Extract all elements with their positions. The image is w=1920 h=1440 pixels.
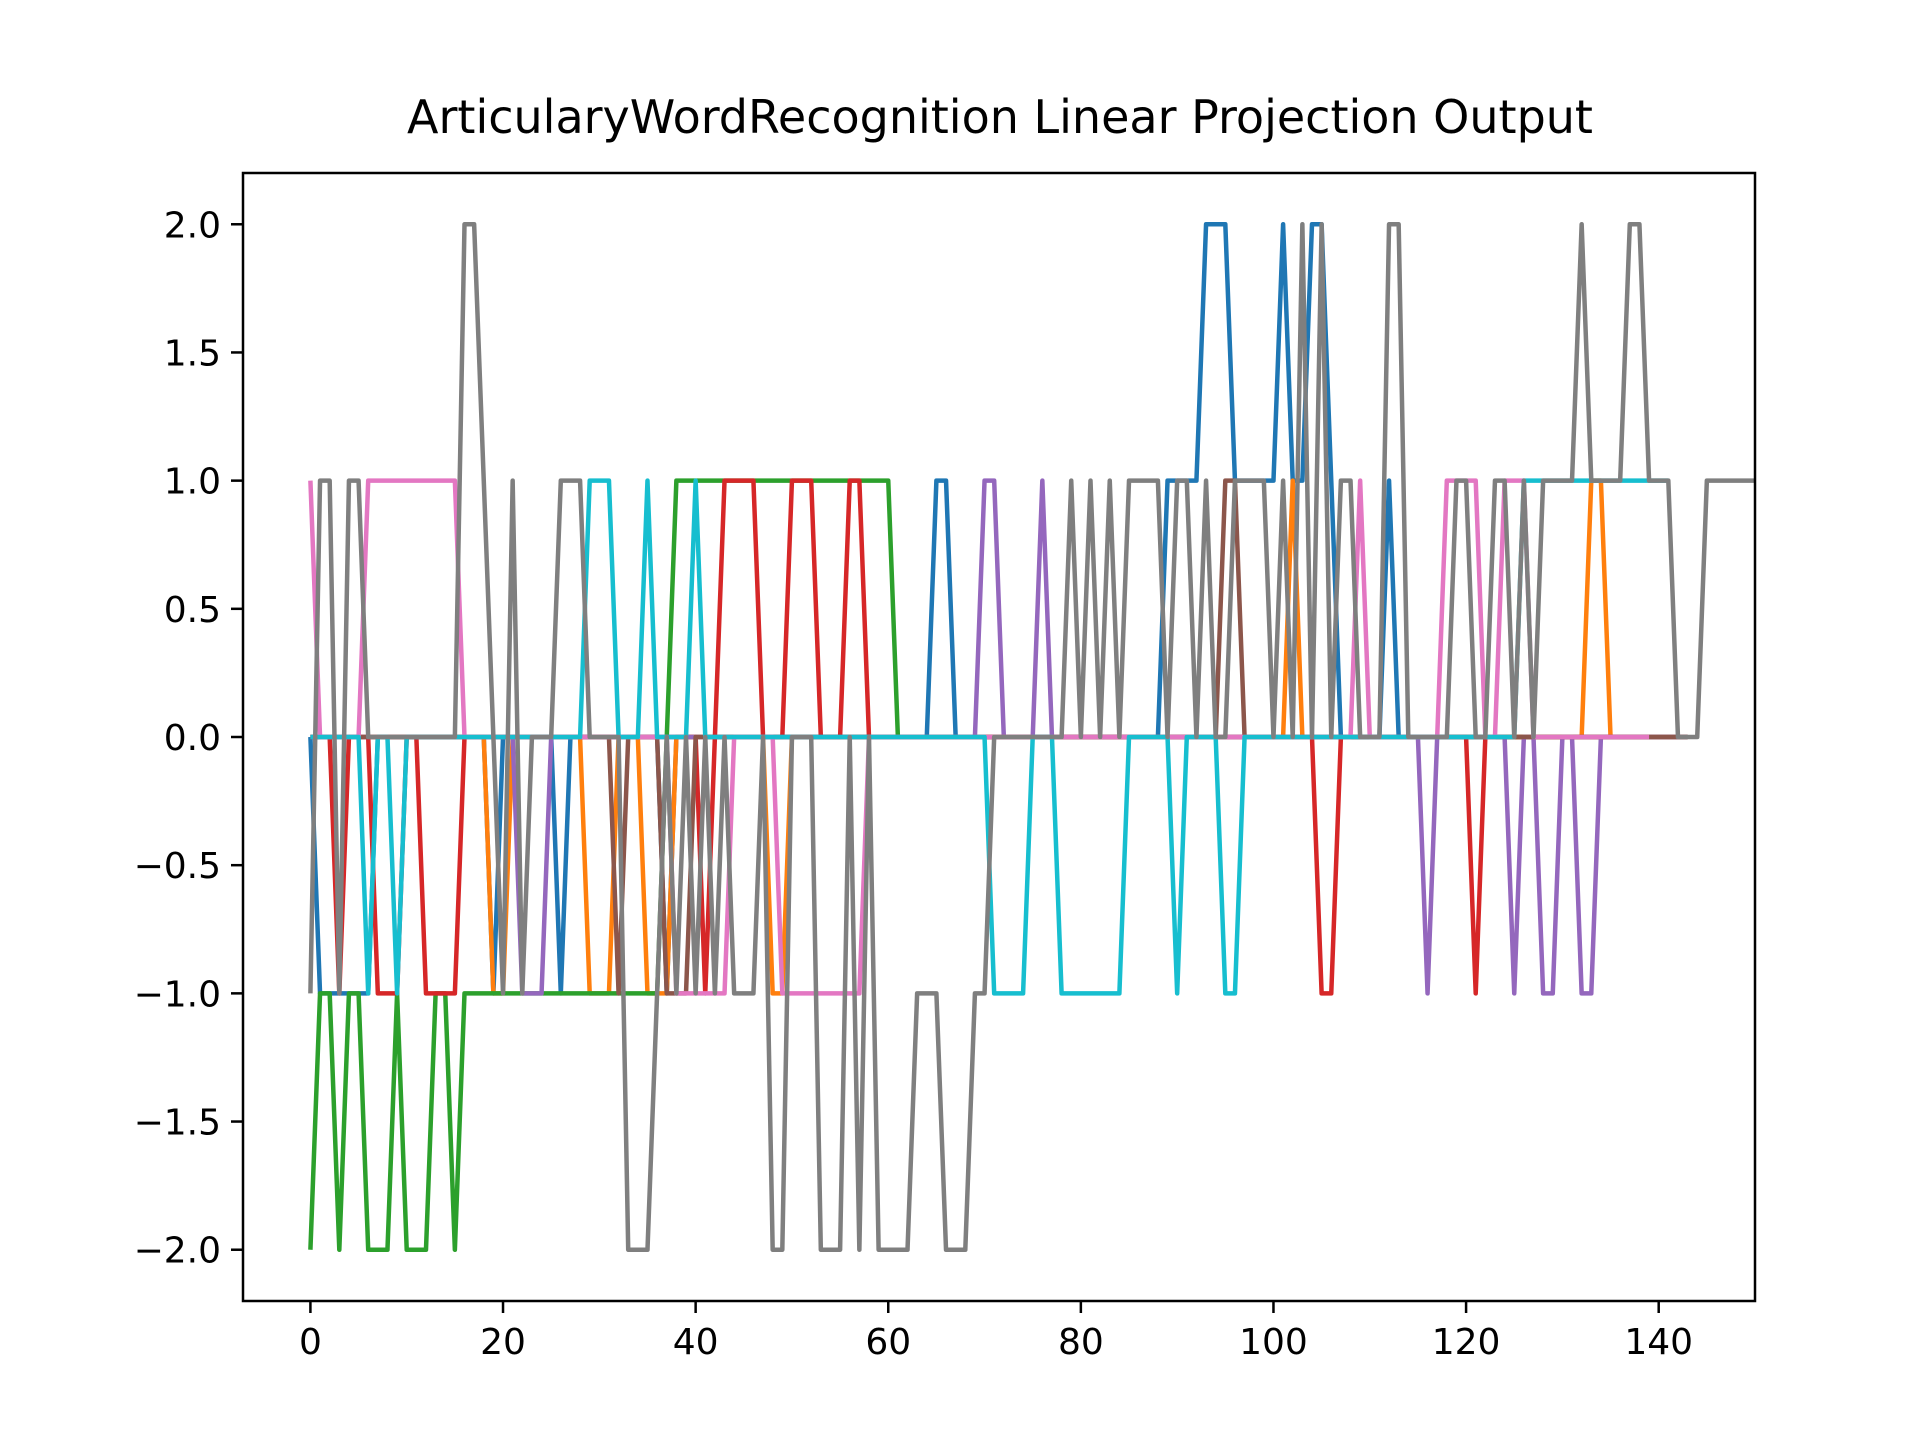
x-tick-label: 140 <box>1624 1322 1693 1363</box>
y-tick-label: −1.0 <box>134 974 221 1015</box>
x-tick-label: 80 <box>1058 1322 1104 1363</box>
y-tick-label: 0.0 <box>164 718 221 759</box>
x-tick-label: 120 <box>1432 1322 1501 1363</box>
y-tick-label: 0.5 <box>164 590 221 631</box>
y-axis: −2.0 −1.5 −1.0 −0.5 0.0 0.5 1.0 1.5 2.0 <box>134 205 243 1272</box>
x-tick-label: 40 <box>673 1322 719 1363</box>
x-tick-label: 0 <box>299 1322 322 1363</box>
plot-frame <box>241 171 1757 1303</box>
y-tick-label: −0.5 <box>134 846 221 887</box>
chart-title: ArticularyWordRecognition Linear Project… <box>407 90 1593 144</box>
y-tick-label: 1.5 <box>164 333 221 374</box>
x-tick-label: 20 <box>480 1322 526 1363</box>
y-tick-label: 1.0 <box>164 462 221 503</box>
y-tick-label: −1.5 <box>134 1103 221 1144</box>
series-line-9 <box>308 222 1755 1252</box>
x-axis: 0 20 40 60 80 100 120 140 <box>299 1301 1693 1363</box>
series-group <box>308 222 1755 1252</box>
x-tick-label: 60 <box>865 1322 911 1363</box>
y-tick-label: −2.0 <box>134 1231 221 1272</box>
y-tick-label: 2.0 <box>164 205 221 246</box>
x-tick-label: 100 <box>1239 1322 1308 1363</box>
